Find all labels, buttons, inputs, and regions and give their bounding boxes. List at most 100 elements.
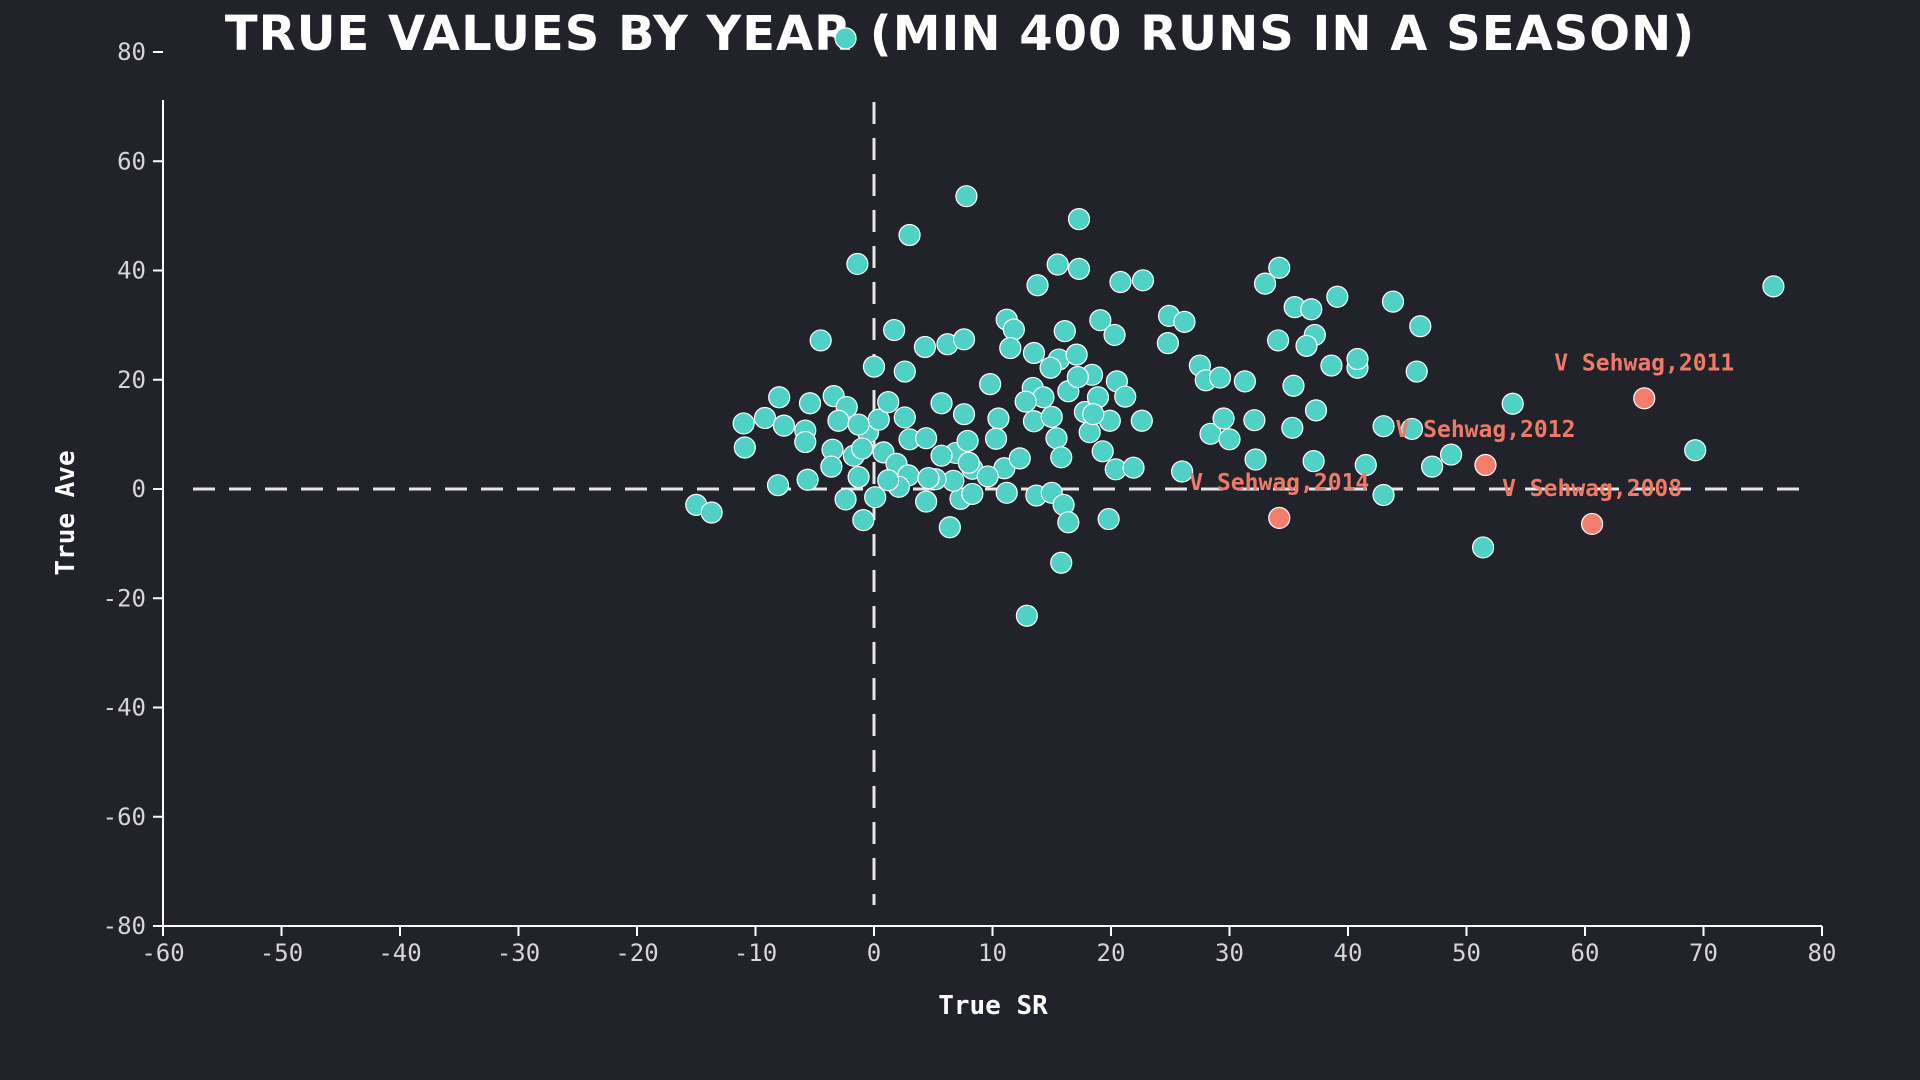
data-point [976,465,999,488]
data-point [1015,604,1038,627]
data-point [1282,374,1305,397]
highlight-point [1633,387,1656,410]
data-point [883,318,906,342]
y-tick-label: 20 [117,366,146,394]
x-tick-label: -30 [497,939,540,967]
data-point [1131,269,1155,292]
data-point [979,373,1002,396]
data-point [957,451,980,474]
point-annotation: V Sehwag,2014 [1189,470,1369,496]
axes [162,100,1822,927]
data-point [955,185,978,208]
data-point [913,335,937,359]
point-annotation: V Sehwag,2011 [1554,350,1734,376]
y-tick-label: -40 [103,694,146,722]
data-point [834,27,857,50]
data-point [1253,272,1277,295]
data-point [1173,310,1196,333]
data-point [768,386,791,409]
data-point [1050,446,1073,469]
data-point [1045,427,1068,450]
data-point [952,403,976,426]
y-tick-label: 60 [117,147,146,175]
x-tick-label: 0 [867,939,881,967]
y-tick-label: 0 [132,475,146,503]
data-point [1501,392,1524,415]
x-tick-label: 40 [1334,939,1363,967]
data-point [852,509,875,532]
data-point [864,486,887,509]
data-point [893,406,916,429]
data-point [700,501,723,524]
data-point [1372,483,1395,507]
data-point [1300,298,1323,321]
x-tick-label: 20 [1097,939,1126,967]
data-point [893,360,916,383]
data-point [987,407,1010,430]
data-point [952,328,976,351]
data-point [1008,447,1031,470]
data-point [1762,275,1785,298]
data-point [1304,399,1328,422]
data-point [733,436,756,459]
data-point [1109,270,1132,294]
data-point [772,414,796,437]
data-point [898,223,921,247]
highlight-point [1581,512,1604,536]
data-point [1050,551,1073,574]
x-tick-label: 70 [1689,939,1718,967]
data-point [1405,360,1428,383]
data-point [1281,416,1304,439]
data-point [1439,443,1463,466]
x-tick-label: 80 [1808,939,1837,967]
data-point [1103,323,1126,347]
data-point [1053,320,1076,343]
data-point [1039,356,1062,379]
data-point [1320,354,1343,377]
data-point [827,409,850,432]
data-point [1208,366,1232,389]
data-point [1022,341,1046,365]
data-point [1097,507,1120,531]
data-point [1471,536,1495,559]
data-point [1170,460,1194,483]
x-tick-label: -40 [378,939,421,967]
x-tick-label: -10 [734,939,777,967]
highlight-point [1268,506,1291,530]
data-point [1040,405,1063,428]
x-axis-title: True SR [938,991,1048,1021]
data-point [1066,365,1089,389]
data-point [1400,417,1424,441]
data-point [798,392,822,415]
chart-title: TRUE VALUES BY YEAR (MIN 400 RUNS IN A S… [224,6,1696,62]
data-point [834,488,857,511]
data-point [877,391,900,414]
x-tick-label: -20 [615,939,658,967]
data-point [1002,318,1025,341]
data-point [820,455,843,478]
data-point [930,444,953,467]
data-point [1082,403,1105,426]
x-tick-label: -50 [260,939,303,967]
data-point [956,429,979,453]
y-tick-label: -80 [103,912,146,940]
data-point [915,490,938,513]
data-point [753,406,777,430]
data-point [1156,332,1179,355]
data-point [1243,409,1266,432]
data-point [794,430,817,454]
data-point [1218,428,1241,451]
data-point [1067,208,1091,231]
data-point [1295,334,1318,357]
data-point [1268,256,1291,279]
data-point [1421,455,1444,478]
data-point [1212,407,1235,430]
y-tick-label: -20 [103,584,146,612]
data-point [917,466,940,490]
data-point [732,412,755,435]
data-point [809,329,832,352]
y-tick-label: 80 [117,38,146,66]
data-point [1354,453,1377,477]
data-point [1346,347,1369,371]
